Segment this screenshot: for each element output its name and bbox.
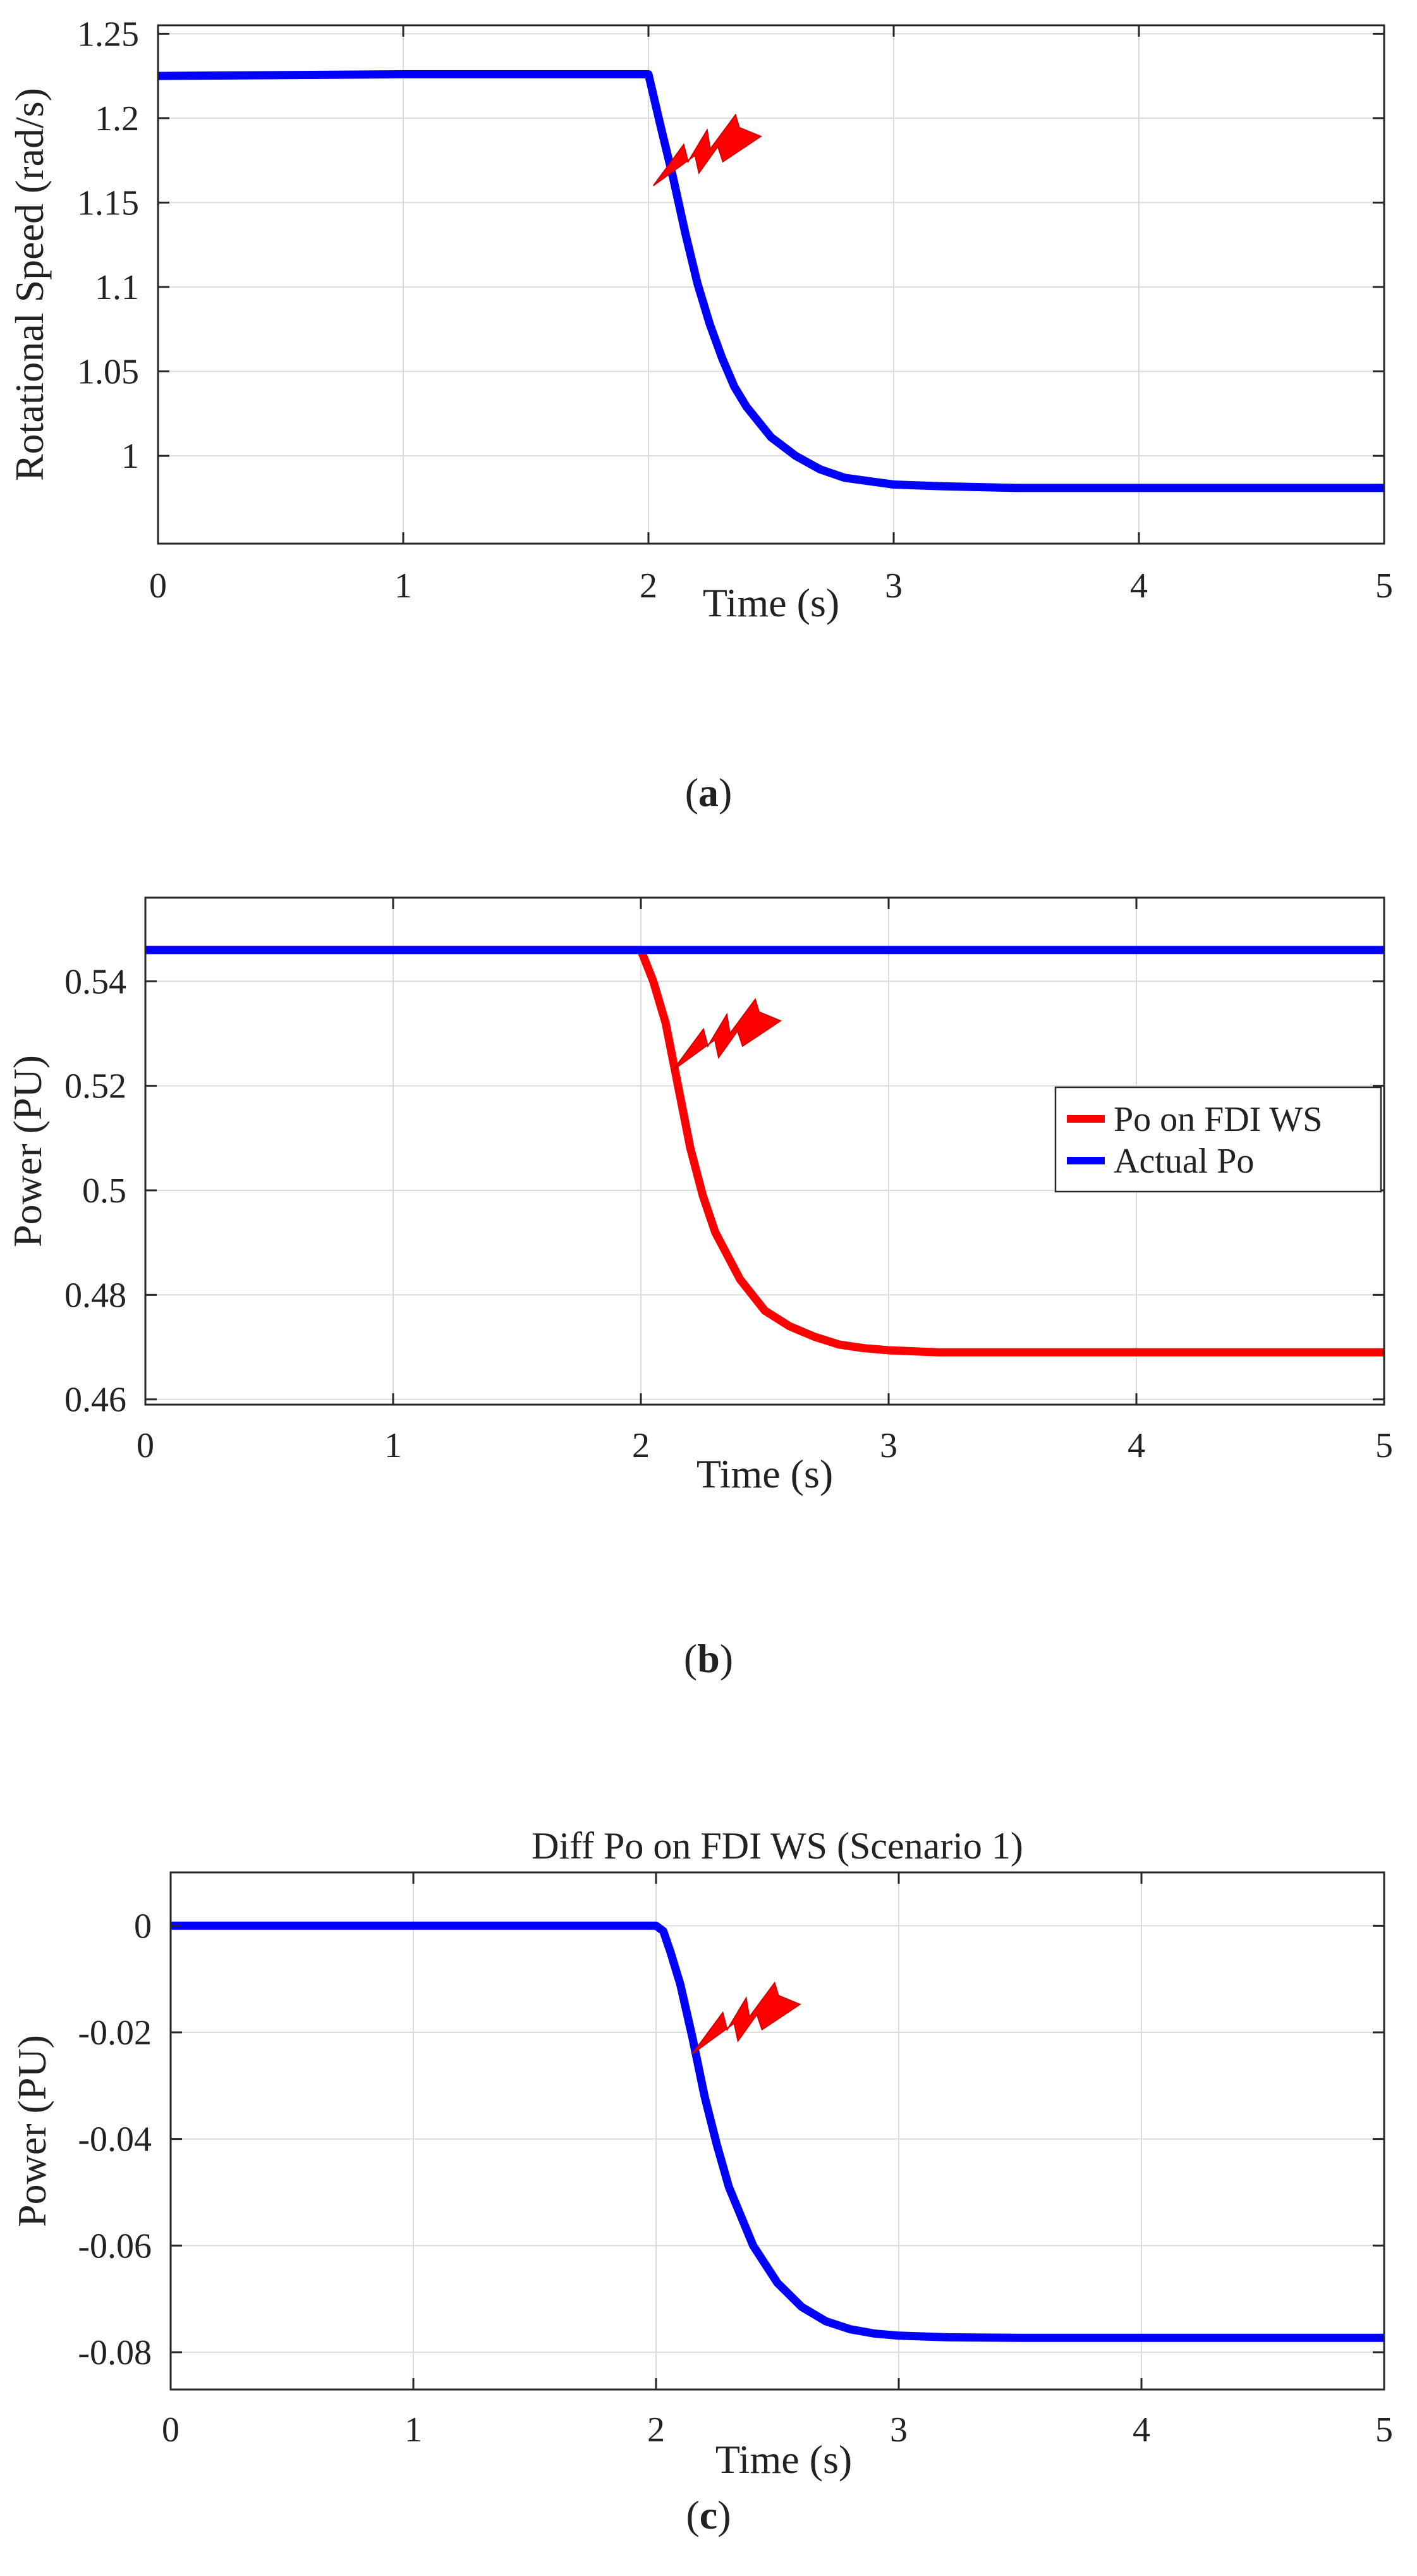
- y-tick-label: -0.08: [78, 2333, 152, 2372]
- x-tick-label: 4: [1130, 566, 1148, 606]
- y-tick-label: 1.1: [95, 268, 139, 307]
- x-tick-label: 2: [647, 2410, 665, 2450]
- chart-panel-b: 0 1 2 3 4 5 0.46 0.48 0.5 0.52 0.54 Time (s) Power (…: [5, 896, 1393, 1681]
- x-tick-label: 3: [890, 2410, 908, 2450]
- caption-letter: a: [698, 770, 719, 815]
- y-tick-label: 0.48: [64, 1276, 126, 1315]
- y-tick-label: 0: [134, 1907, 152, 1946]
- x-axis-label: Time (s): [696, 1451, 833, 1496]
- y-tick-label: -0.06: [78, 2226, 152, 2266]
- axes-box: [144, 896, 1385, 1406]
- y-tick-label: 0.54: [64, 962, 126, 1001]
- y-axis-label: Power (PU): [9, 2035, 54, 2227]
- x-tick-label: 1: [394, 566, 412, 606]
- x-tick-label: 4: [1128, 1426, 1145, 1465]
- axes-box: [157, 24, 1385, 545]
- plot-area: [158, 25, 1384, 544]
- y-tick-label: 1.05: [77, 353, 139, 392]
- x-tick-label: 0: [149, 566, 167, 606]
- legend-box: [1054, 1086, 1382, 1193]
- y-tick-label: 1.25: [77, 15, 139, 54]
- axes-box: [169, 1871, 1385, 2391]
- fault-lightning-icon: [691, 1981, 801, 2054]
- y-tick-label: 0.46: [64, 1381, 126, 1420]
- caption-close: ): [720, 1636, 733, 1681]
- caption-close: ): [719, 770, 732, 815]
- caption-open: (: [685, 770, 698, 815]
- y-tick-label: 0.52: [64, 1067, 126, 1106]
- legend-entry: Actual Po: [1114, 1142, 1254, 1181]
- x-tick-label: 1: [384, 1426, 402, 1465]
- y-axis-label: Power (PU): [5, 1055, 50, 1247]
- x-tick-label: 0: [137, 1426, 154, 1465]
- caption-letter: b: [697, 1636, 720, 1681]
- fault-lightning-icon: [672, 998, 782, 1071]
- figure-caption: (a): [685, 770, 733, 815]
- y-tick-label: -0.02: [78, 2013, 152, 2053]
- series-line-1: [171, 1921, 1384, 2342]
- x-tick-label: 3: [880, 1426, 897, 1465]
- chart-title: Diff Po on FDI WS (Scenario 1): [532, 1825, 1023, 1867]
- y-tick-label: 1.2: [95, 99, 139, 138]
- x-tick-label: 3: [885, 566, 903, 606]
- figure-caption: (c): [686, 2493, 731, 2537]
- y-tick-label: 0.5: [82, 1171, 126, 1211]
- x-axis-label: Time (s): [715, 2437, 852, 2482]
- legend-entry: Po on FDI WS: [1114, 1100, 1322, 1139]
- series-line-1: [145, 946, 1384, 1357]
- figure-caption: (b): [684, 1636, 733, 1681]
- x-tick-label: 1: [404, 2410, 422, 2450]
- chart-panel-c: 0 1 2 3 4 5 -0.08 -0.06 -0.04 -0.02 0 Time (s) Power…: [9, 1825, 1393, 2537]
- caption-open: (: [684, 1636, 697, 1681]
- x-tick-label: 0: [162, 2410, 179, 2450]
- y-tick-label: -0.04: [78, 2120, 152, 2159]
- caption-open: (: [686, 2493, 699, 2537]
- y-tick-label: 1: [121, 437, 139, 476]
- y-tick-label: 1.15: [77, 183, 139, 223]
- x-tick-label: 2: [640, 566, 657, 606]
- y-axis-label: Rotational Speed (rad/s): [7, 88, 52, 481]
- x-tick-label: 5: [1375, 2410, 1393, 2450]
- caption-letter: c: [700, 2493, 717, 2537]
- fault-lightning-icon: [652, 113, 762, 186]
- chart-panel-a: 0 1 2 3 4 5 1 1.05 1.1 1.15 1.2 1.25 Time (s) Rotatio…: [7, 15, 1393, 815]
- x-tick-label: 5: [1375, 566, 1393, 606]
- series-line-1: [157, 70, 1384, 492]
- caption-close: ): [717, 2493, 731, 2537]
- x-tick-label: 4: [1133, 2410, 1150, 2450]
- x-axis-label: Time (s): [703, 580, 839, 625]
- x-tick-label: 2: [632, 1426, 650, 1465]
- plot-area: [171, 1872, 1384, 2390]
- x-tick-label: 5: [1375, 1426, 1393, 1465]
